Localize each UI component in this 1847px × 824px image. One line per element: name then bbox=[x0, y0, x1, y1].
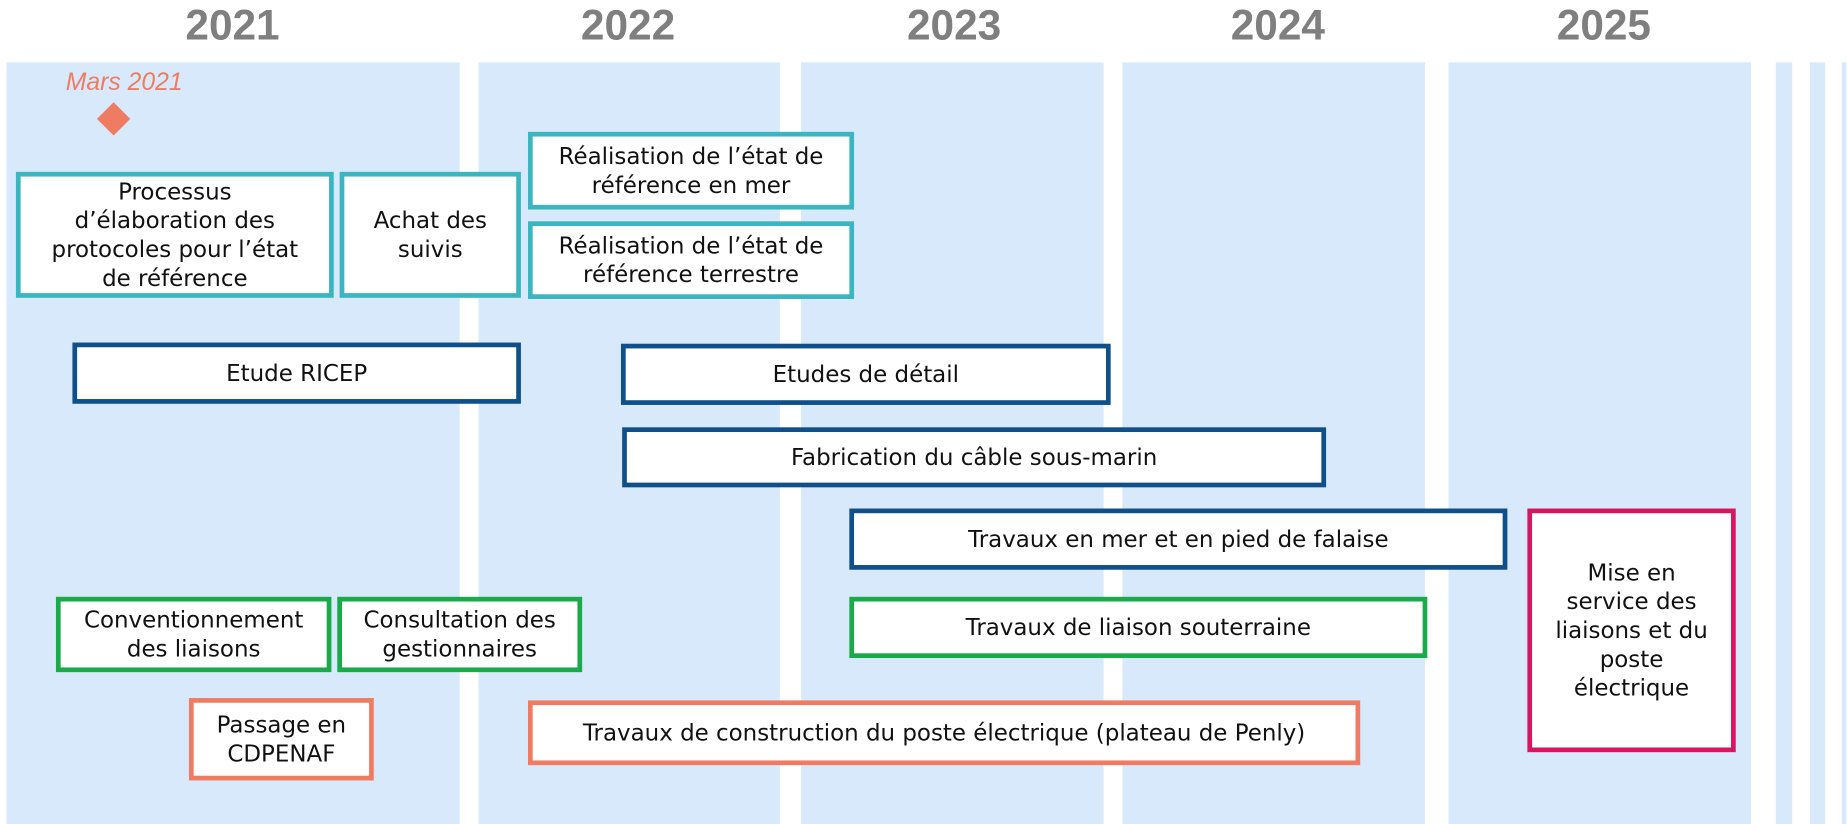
task-box bbox=[15, 171, 334, 298]
task-label: Fabrication du câble sous-marin bbox=[791, 445, 1157, 471]
column bbox=[1841, 62, 1847, 824]
column bbox=[1775, 62, 1793, 824]
task-label: référence en mer bbox=[592, 173, 791, 199]
year-label: 2021 bbox=[185, 1, 279, 48]
column bbox=[1809, 62, 1826, 824]
task-label: des liaisons bbox=[127, 637, 261, 663]
task-box bbox=[620, 343, 1111, 405]
task-label: de référence bbox=[102, 266, 248, 292]
task-box bbox=[622, 427, 1327, 488]
task-label: Réalisation de l’état de bbox=[559, 233, 824, 259]
task-box bbox=[849, 508, 1508, 570]
year-label: 2025 bbox=[1557, 1, 1651, 48]
task-label: électrique bbox=[1574, 676, 1689, 702]
task-label: Conventionnement bbox=[84, 608, 303, 634]
task-box bbox=[527, 700, 1361, 766]
task-label: Etudes de détail bbox=[773, 362, 959, 388]
task-label: protocoles pour l’état bbox=[52, 237, 299, 263]
task-box bbox=[849, 596, 1428, 659]
task-label: d’élaboration des bbox=[75, 208, 275, 234]
task-box bbox=[72, 342, 521, 404]
milestone-label: Mars 2021 bbox=[66, 69, 183, 96]
task-label: CDPENAF bbox=[227, 741, 335, 767]
task-label: liaisons et du bbox=[1555, 618, 1707, 644]
task-label: Travaux de construction du poste électri… bbox=[582, 720, 1305, 746]
task-label: Mise en bbox=[1587, 560, 1675, 586]
task-label: référence terrestre bbox=[583, 262, 799, 288]
task-label: service des bbox=[1567, 589, 1697, 615]
task-label: suivis bbox=[398, 237, 463, 263]
year-label: 2024 bbox=[1231, 1, 1326, 48]
year-label: 2023 bbox=[907, 1, 1001, 48]
task-label: gestionnaires bbox=[382, 637, 537, 663]
task-box bbox=[1527, 508, 1736, 753]
task-label: Processus bbox=[118, 179, 231, 205]
task-box bbox=[55, 596, 332, 673]
task-label: Etude RICEP bbox=[226, 361, 367, 387]
task-label: Passage en bbox=[217, 713, 346, 739]
task-box bbox=[188, 698, 374, 781]
task-label: Consultation des bbox=[364, 608, 556, 634]
year-label: 2022 bbox=[581, 1, 675, 48]
task-box bbox=[527, 221, 855, 299]
task-box bbox=[337, 596, 583, 673]
task-label: poste bbox=[1600, 647, 1664, 673]
task-box bbox=[527, 131, 855, 210]
task-label: Achat des bbox=[374, 208, 487, 234]
task-box bbox=[339, 171, 521, 298]
milestone-diamond bbox=[96, 102, 131, 136]
task-label: Réalisation de l’état de bbox=[559, 144, 824, 170]
task-label: Travaux de liaison souterraine bbox=[965, 615, 1311, 641]
task-label: Travaux en mer et en pied de falaise bbox=[967, 527, 1388, 553]
